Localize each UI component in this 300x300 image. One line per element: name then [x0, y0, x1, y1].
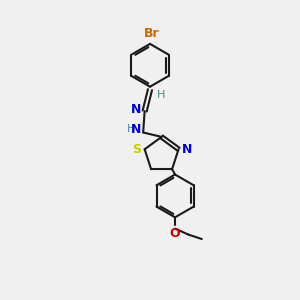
Text: N: N [131, 103, 141, 116]
Text: H: H [127, 124, 135, 134]
Text: N: N [131, 123, 142, 136]
Text: Br: Br [144, 27, 159, 40]
Text: O: O [170, 227, 180, 240]
Text: S: S [132, 143, 141, 156]
Text: H: H [157, 90, 165, 100]
Text: N: N [182, 143, 192, 156]
